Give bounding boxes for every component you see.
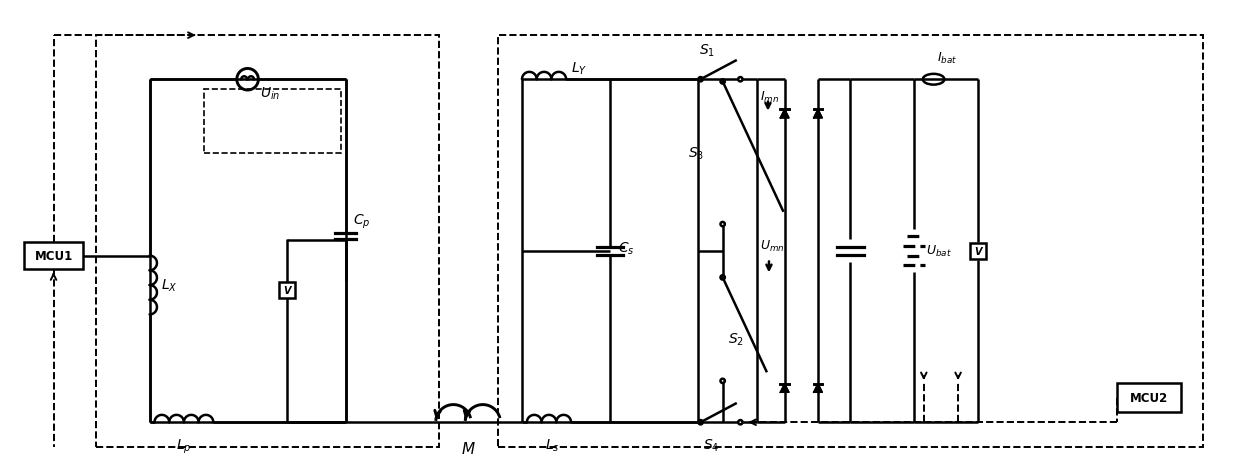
Circle shape [720, 379, 725, 383]
Text: $I_{mn}$: $I_{mn}$ [760, 90, 779, 105]
Text: $L_X$: $L_X$ [161, 277, 179, 294]
Bar [1117, 383, 1180, 413]
Polygon shape [780, 384, 789, 393]
Text: $S_4$: $S_4$ [703, 437, 719, 453]
Bar [24, 242, 83, 270]
Circle shape [720, 80, 725, 84]
Bar [95, 36, 439, 447]
Circle shape [720, 222, 725, 227]
Circle shape [738, 78, 743, 82]
Circle shape [720, 276, 725, 280]
Text: $S_1$: $S_1$ [699, 42, 715, 59]
Text: MCU2: MCU2 [1130, 391, 1168, 405]
Bar [497, 36, 1203, 447]
Circle shape [698, 420, 703, 425]
Text: $I_{bat}$: $I_{bat}$ [936, 50, 957, 65]
Text: V: V [973, 246, 981, 256]
Text: $U_{in}$: $U_{in}$ [260, 85, 280, 101]
Polygon shape [813, 384, 822, 393]
Text: MCU1: MCU1 [35, 249, 73, 263]
Polygon shape [813, 110, 822, 119]
Circle shape [698, 78, 703, 82]
Text: $L_Y$: $L_Y$ [570, 61, 588, 77]
Bar [279, 282, 295, 298]
Text: $C_s$: $C_s$ [618, 240, 635, 257]
Bar [970, 243, 986, 259]
Text: $L_s$: $L_s$ [544, 437, 559, 453]
Text: $C_p$: $C_p$ [353, 213, 371, 231]
Text: $S_2$: $S_2$ [728, 331, 744, 347]
Polygon shape [780, 110, 789, 119]
Text: V: V [283, 285, 290, 295]
Text: $U_{bat}$: $U_{bat}$ [926, 244, 951, 259]
Text: $S_3$: $S_3$ [688, 145, 704, 161]
Text: $M$: $M$ [461, 440, 475, 456]
Text: $U_{mn}$: $U_{mn}$ [760, 239, 785, 254]
Circle shape [738, 420, 743, 425]
Text: $L_p$: $L_p$ [176, 437, 192, 455]
Bar [203, 90, 341, 153]
